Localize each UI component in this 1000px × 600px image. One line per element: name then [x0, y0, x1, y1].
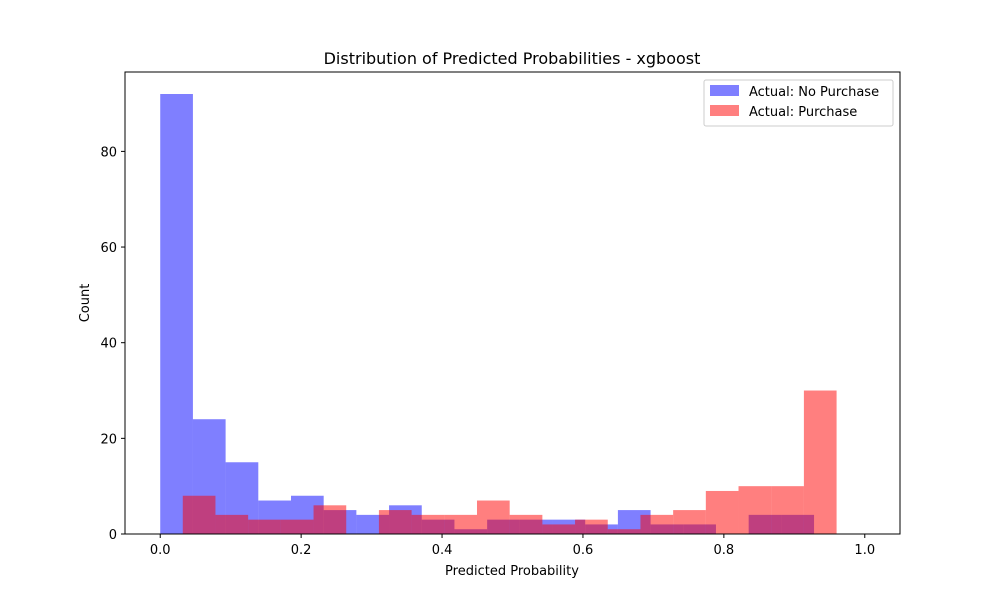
bar-purchase-15 — [673, 510, 706, 534]
bar-purchase-17 — [738, 486, 772, 534]
x-axis: 0.0 0.2 0.4 0.6 0.8 1.0 — [150, 534, 875, 558]
bar-no-purchase-0 — [160, 94, 193, 534]
y-tick-label: 40 — [100, 337, 117, 352]
y-tick-label: 60 — [100, 241, 117, 256]
bar-purchase-18 — [771, 486, 804, 534]
y-axis-label: Count — [78, 284, 93, 323]
bar-purchase-6 — [378, 510, 412, 534]
x-tick-label: 0.0 — [150, 543, 171, 558]
bar-purchase-13 — [607, 529, 641, 534]
legend-swatch-purchase — [710, 105, 739, 116]
bar-purchase-7 — [411, 514, 445, 534]
bar-purchase-10 — [509, 514, 543, 534]
chart-title: Distribution of Predicted Probabilities … — [324, 49, 701, 68]
x-axis-label: Predicted Probability — [445, 564, 579, 579]
y-tick-label: 0 — [109, 528, 117, 543]
legend-label-purchase: Actual: Purchase — [749, 105, 857, 120]
bar-purchase-9 — [476, 500, 510, 534]
bars-group — [160, 94, 837, 534]
bar-purchase-4 — [313, 505, 347, 534]
bar-purchase-2 — [248, 519, 281, 534]
y-tick-label: 80 — [100, 145, 117, 160]
plot-frame — [124, 71, 901, 535]
bar-purchase-14 — [640, 514, 674, 534]
x-tick-label: 0.8 — [714, 543, 735, 558]
y-tick-label: 20 — [100, 432, 117, 447]
bar-purchase-11 — [542, 524, 576, 534]
x-tick-label: 1.0 — [854, 543, 875, 558]
legend: Actual: No Purchase Actual: Purchase — [703, 79, 894, 127]
bar-purchase-12 — [575, 519, 608, 534]
bar-purchase-3 — [280, 519, 314, 534]
legend-label-no-purchase: Actual: No Purchase — [749, 85, 879, 100]
bar-purchase-8 — [444, 514, 477, 534]
bar-purchase-19 — [803, 390, 837, 534]
bar-purchase-1 — [215, 514, 249, 534]
legend-swatch-no-purchase — [710, 85, 739, 96]
y-axis: 0 20 40 60 80 — [100, 145, 125, 543]
bar-purchase-16 — [705, 490, 739, 534]
x-tick-label: 0.6 — [573, 543, 594, 558]
legend-box — [703, 79, 894, 127]
x-tick-label: 0.2 — [291, 543, 312, 558]
x-tick-label: 0.4 — [432, 543, 453, 558]
bar-purchase-0 — [182, 495, 216, 534]
